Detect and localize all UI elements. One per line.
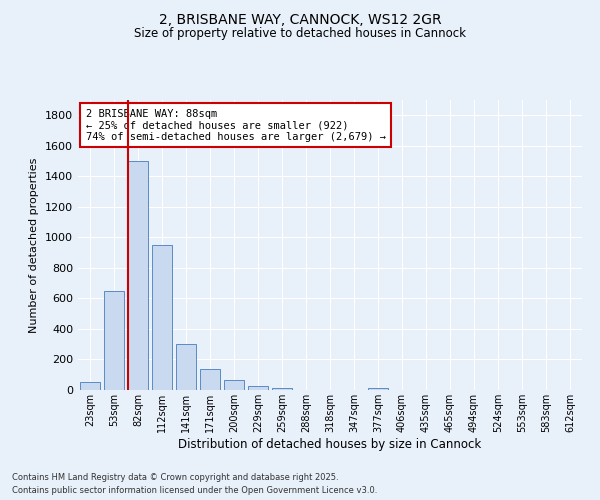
- Bar: [272, 388, 292, 390]
- Bar: [200, 368, 220, 390]
- Text: Contains public sector information licensed under the Open Government Licence v3: Contains public sector information licen…: [12, 486, 377, 495]
- Text: Contains HM Land Registry data © Crown copyright and database right 2025.: Contains HM Land Registry data © Crown c…: [12, 474, 338, 482]
- Bar: [128, 161, 148, 390]
- Bar: [80, 382, 100, 390]
- Text: 2 BRISBANE WAY: 88sqm
← 25% of detached houses are smaller (922)
74% of semi-det: 2 BRISBANE WAY: 88sqm ← 25% of detached …: [86, 108, 386, 142]
- Text: Size of property relative to detached houses in Cannock: Size of property relative to detached ho…: [134, 28, 466, 40]
- Bar: [104, 291, 124, 390]
- Bar: [152, 245, 172, 390]
- X-axis label: Distribution of detached houses by size in Cannock: Distribution of detached houses by size …: [178, 438, 482, 450]
- Bar: [224, 380, 244, 390]
- Text: 2, BRISBANE WAY, CANNOCK, WS12 2GR: 2, BRISBANE WAY, CANNOCK, WS12 2GR: [158, 12, 442, 26]
- Bar: [248, 386, 268, 390]
- Y-axis label: Number of detached properties: Number of detached properties: [29, 158, 40, 332]
- Bar: [176, 344, 196, 390]
- Bar: [368, 388, 388, 390]
